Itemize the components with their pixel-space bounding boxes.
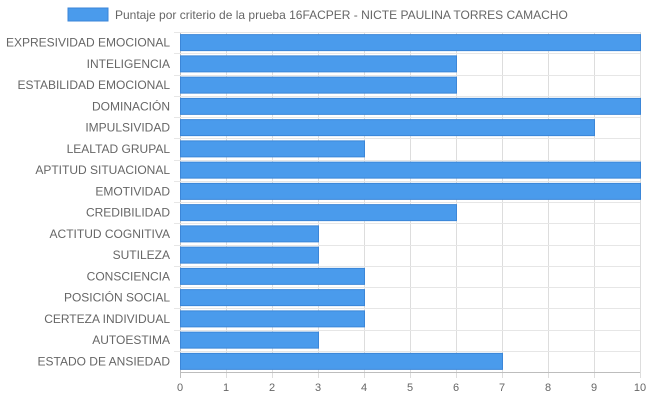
x-tick-label: 6 bbox=[453, 382, 459, 394]
x-tick-label: 5 bbox=[407, 382, 413, 394]
bar[interactable] bbox=[180, 352, 503, 370]
legend-swatch bbox=[67, 7, 109, 22]
x-tick-label: 8 bbox=[545, 382, 551, 394]
bar[interactable] bbox=[180, 55, 457, 73]
bar[interactable] bbox=[180, 331, 319, 349]
category-label: POSICIÓN SOCIAL bbox=[64, 290, 170, 305]
legend-label: Puntaje por criterio de la prueba 16FACP… bbox=[115, 8, 568, 22]
x-tick-label: 7 bbox=[499, 382, 505, 394]
category-label: DOMINACIÓN bbox=[92, 98, 170, 113]
category-label: ESTADO DE ANSIEDAD bbox=[38, 354, 171, 368]
x-tick-label: 9 bbox=[591, 382, 597, 394]
bar[interactable] bbox=[180, 119, 595, 137]
x-tick-label: 10 bbox=[634, 382, 646, 394]
category-label: SUTILEZA bbox=[113, 248, 170, 262]
category-label: EMOTIVIDAD bbox=[95, 184, 170, 198]
x-tick-label: 3 bbox=[315, 382, 321, 394]
category-label: INTELIGENCIA bbox=[87, 57, 170, 71]
bars bbox=[180, 34, 641, 370]
category-label: APTITUD SITUACIONAL bbox=[35, 163, 170, 177]
bar[interactable] bbox=[180, 289, 365, 307]
category-label: ESTABILIDAD EMOCIONAL bbox=[18, 78, 171, 92]
category-label: CONSCIENCIA bbox=[87, 269, 170, 283]
category-label: CREDIBILIDAD bbox=[86, 206, 170, 220]
x-tick-label: 4 bbox=[361, 382, 367, 394]
bar[interactable] bbox=[180, 225, 319, 243]
category-labels: EXPRESIVIDAD EMOCIONAL INTELIGENCIA ESTABI… bbox=[6, 36, 170, 369]
bar[interactable] bbox=[180, 97, 641, 115]
x-axis-ticks: 0 1 2 3 4 5 6 7 8 9 10 bbox=[177, 382, 646, 394]
bar[interactable] bbox=[180, 182, 641, 200]
category-label: AUTOESTIMA bbox=[92, 333, 170, 347]
category-label: EXPRESIVIDAD EMOCIONAL bbox=[6, 36, 170, 50]
x-tick-label: 2 bbox=[269, 382, 275, 394]
x-tick-label: 0 bbox=[177, 382, 183, 394]
bar[interactable] bbox=[180, 246, 319, 264]
bar[interactable] bbox=[180, 161, 641, 179]
legend[interactable]: Puntaje por criterio de la prueba 16FACP… bbox=[67, 7, 568, 22]
x-tick-label: 1 bbox=[223, 382, 229, 394]
bar[interactable] bbox=[180, 267, 365, 285]
category-label: ACTITUD COGNITIVA bbox=[50, 227, 170, 241]
bar[interactable] bbox=[180, 204, 457, 222]
category-label: IMPULSIVIDAD bbox=[85, 121, 170, 135]
category-label: LEALTAD GRUPAL bbox=[67, 142, 171, 156]
bar[interactable] bbox=[180, 34, 641, 52]
bar[interactable] bbox=[180, 140, 365, 158]
bar[interactable] bbox=[180, 76, 457, 94]
category-label: CERTEZA INDIVIDUAL bbox=[44, 312, 170, 326]
bar[interactable] bbox=[180, 310, 365, 328]
